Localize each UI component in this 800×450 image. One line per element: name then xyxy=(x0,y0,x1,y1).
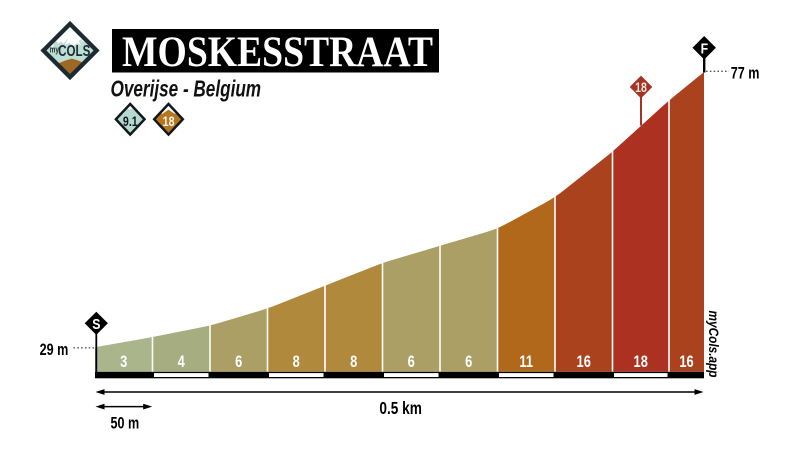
svg-text:6: 6 xyxy=(408,354,415,372)
svg-text:8: 8 xyxy=(293,354,300,372)
svg-text:77 m: 77 m xyxy=(731,64,760,83)
svg-text:18: 18 xyxy=(634,354,648,372)
svg-text:9.1: 9.1 xyxy=(123,114,138,130)
svg-text:Overijse - Belgium: Overijse - Belgium xyxy=(111,76,262,102)
svg-text:6: 6 xyxy=(465,354,472,372)
svg-text:COLS: COLS xyxy=(58,43,90,60)
svg-text:18: 18 xyxy=(163,114,175,130)
svg-text:my: my xyxy=(50,44,60,54)
svg-text:16: 16 xyxy=(577,354,591,372)
svg-text:4: 4 xyxy=(178,354,186,372)
svg-text:50 m: 50 m xyxy=(110,414,139,433)
svg-text:myCols.app: myCols.app xyxy=(706,311,722,378)
svg-text:29 m: 29 m xyxy=(40,340,69,359)
svg-text:S: S xyxy=(92,316,100,332)
svg-text:18: 18 xyxy=(635,80,647,96)
svg-text:6: 6 xyxy=(235,354,242,372)
svg-text:16: 16 xyxy=(679,354,693,372)
svg-text:8: 8 xyxy=(350,354,357,372)
svg-text:F: F xyxy=(701,40,709,56)
svg-text:0.5 km: 0.5 km xyxy=(379,400,421,419)
svg-text:3: 3 xyxy=(120,354,127,372)
svg-text:MOSKESSTRAAT: MOSKESSTRAAT xyxy=(122,28,433,76)
svg-text:11: 11 xyxy=(519,354,533,372)
